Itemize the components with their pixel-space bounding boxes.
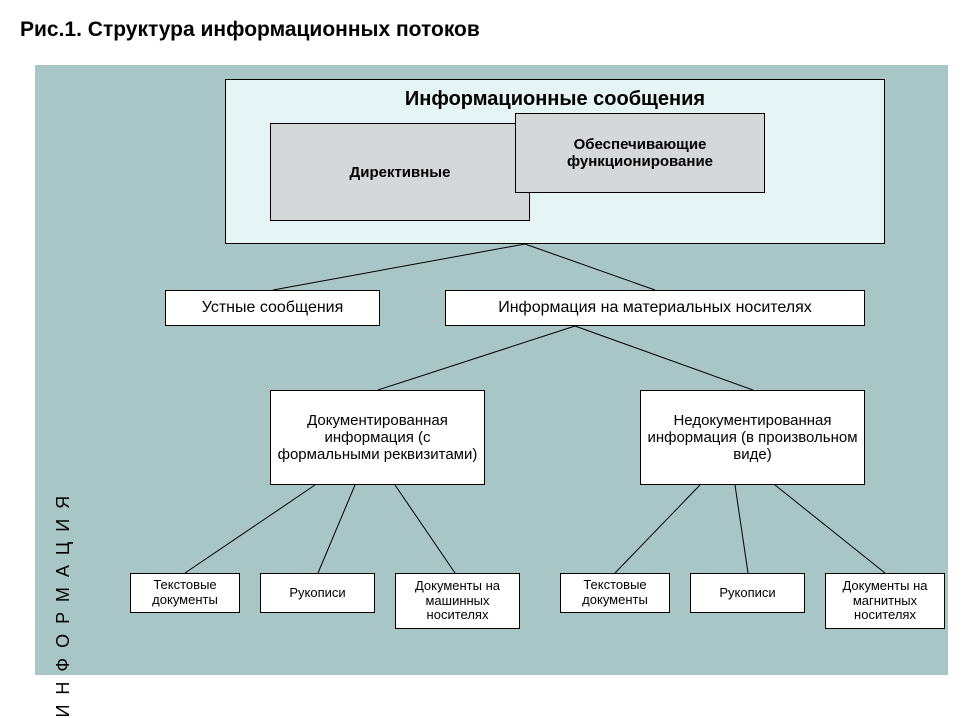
- leaf-a3-label: Документы на машинных носителях: [402, 579, 513, 624]
- leaf-magnetic-media: Документы на магнитных носителях: [825, 573, 945, 629]
- node-undocumented: Недокументированная информация (в произв…: [640, 390, 865, 485]
- leaf-text-docs-1: Текстовые документы: [130, 573, 240, 613]
- node-directive-label: Директивные: [271, 124, 529, 220]
- leaf-text-docs-2: Текстовые документы: [560, 573, 670, 613]
- side-label-information: ИНФОРМАЦИЯ: [53, 486, 74, 718]
- leaf-b2-label: Рукописи: [719, 586, 775, 601]
- node-undocumented-label: Недокументированная информация (в произв…: [647, 412, 858, 464]
- node-oral-label: Устные сообщения: [202, 299, 344, 317]
- node-documented: Документированная информация (с формальн…: [270, 390, 485, 485]
- diagram-canvas: ИНФОРМАЦИЯ Информационные сообщения Дире…: [35, 65, 948, 675]
- node-documented-label: Документированная информация (с формальн…: [277, 412, 478, 464]
- top-panel-title: Информационные сообщения: [226, 88, 884, 111]
- node-supporting-label: Обеспечивающие функционирование: [516, 114, 764, 192]
- node-material-label: Информация на материальных носителях: [498, 299, 812, 317]
- node-directive: Директивные: [270, 123, 530, 221]
- leaf-machine-media: Документы на машинных носителях: [395, 573, 520, 629]
- leaf-b3-label: Документы на магнитных носителях: [832, 579, 938, 624]
- node-oral-messages: Устные сообщения: [165, 290, 380, 326]
- leaf-a2-label: Рукописи: [289, 586, 345, 601]
- node-supporting: Обеспечивающие функционирование: [515, 113, 765, 193]
- leaf-b1-label: Текстовые документы: [567, 578, 663, 608]
- leaf-a1-label: Текстовые документы: [137, 578, 233, 608]
- leaf-manuscripts-2: Рукописи: [690, 573, 805, 613]
- figure-title: Рис.1. Структура информационных потоков: [20, 18, 480, 42]
- leaf-manuscripts-1: Рукописи: [260, 573, 375, 613]
- node-material-carriers: Информация на материальных носителях: [445, 290, 865, 326]
